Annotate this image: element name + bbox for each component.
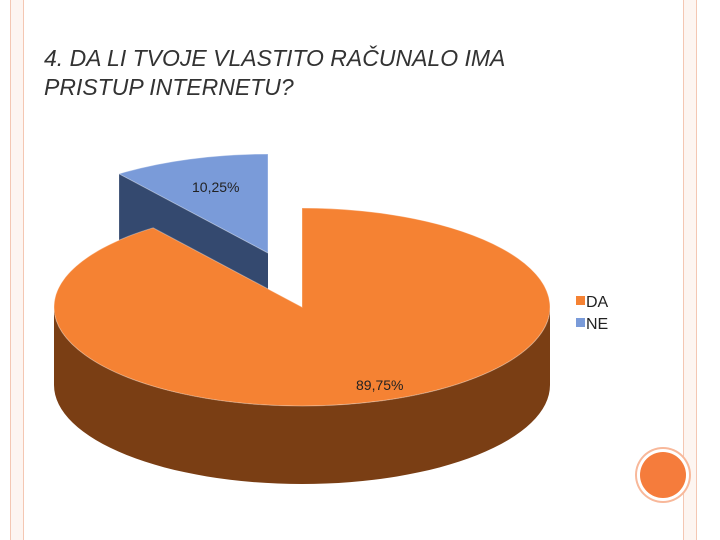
pie-slice-ne xyxy=(117,153,269,254)
decorative-frame-right xyxy=(683,0,697,540)
slide-title: 4. DA LI TVOJE VLASTITO RAČUNALO IMA PRI… xyxy=(44,44,644,102)
legend-swatch-da xyxy=(576,296,585,305)
decorative-circle xyxy=(640,452,686,498)
decorative-frame-left xyxy=(10,0,24,540)
data-label-ne: 10,25% xyxy=(192,179,239,195)
legend-label-ne: NE xyxy=(586,316,608,333)
pie-slice-da xyxy=(53,207,551,407)
legend-label-da: DA xyxy=(586,294,609,311)
legend-swatch-ne xyxy=(576,318,585,327)
slide-title-line-1: 4. DA LI TVOJE VLASTITO RAČUNALO IMA xyxy=(44,45,506,71)
data-label-da: 89,75% xyxy=(356,377,403,393)
slide-title-line-2: PRISTUP INTERNETU? xyxy=(44,74,294,100)
pie-side-da xyxy=(54,307,550,484)
